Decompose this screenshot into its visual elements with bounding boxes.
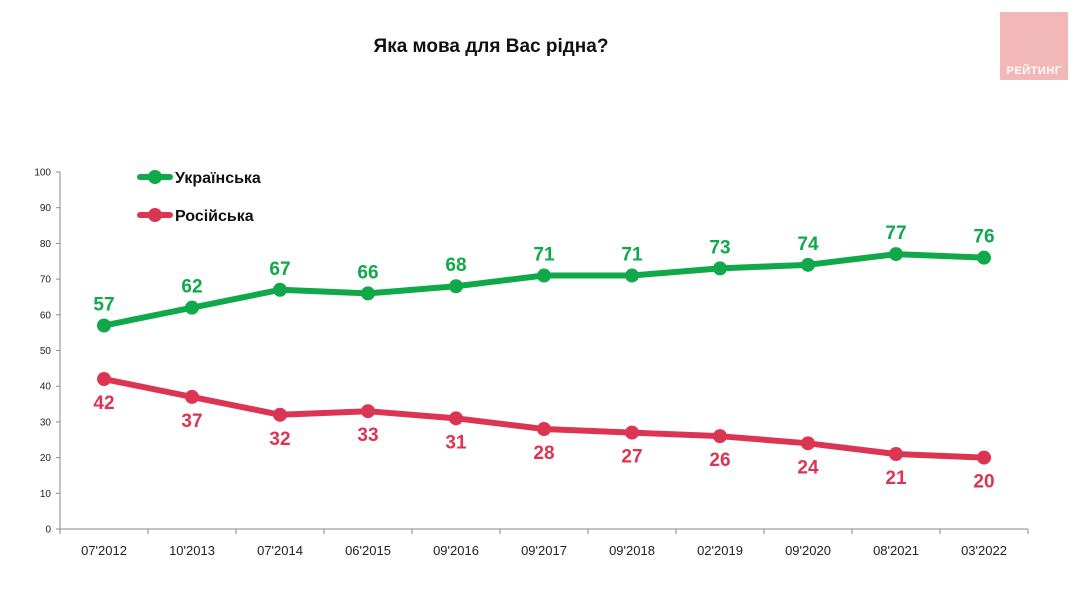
- legend: Українська Російська: [137, 170, 261, 225]
- series-group: 57 62 67 66 68 71 71 73 74 77 76 42 37 32 33 31 28 27 26 24…: [93, 223, 994, 492]
- x-tick-label: 09'2020: [785, 543, 831, 558]
- data-point: [185, 300, 199, 315]
- legend-marker: [148, 208, 162, 222]
- y-tick-label: 10: [40, 489, 52, 500]
- data-label: 74: [797, 234, 819, 255]
- logo-background: [1000, 12, 1068, 80]
- legend-label: Російська: [175, 208, 254, 225]
- x-tick-label: 06'2015: [345, 543, 391, 558]
- data-point: [361, 404, 375, 419]
- data-point: [977, 450, 991, 465]
- data-point: [537, 268, 551, 283]
- data-label: 21: [885, 468, 907, 489]
- x-tick-label: 07'2014: [257, 543, 303, 558]
- data-label: 76: [973, 227, 994, 248]
- data-point: [273, 282, 287, 297]
- data-label: 68: [445, 255, 466, 276]
- legend-marker: [148, 170, 162, 184]
- series-1: 57 62 67 66 68 71 71 73 74 77 76: [93, 223, 995, 333]
- data-label: 27: [621, 447, 642, 468]
- x-tick-label: 09'2017: [521, 543, 567, 558]
- axes: 0 10 20 30 40 50 60 70 80 90 100 07'2012 10'2013 07'2…: [34, 168, 1029, 558]
- y-tick-label: 60: [40, 310, 52, 321]
- y-tick-label: 90: [40, 203, 52, 214]
- data-label: 31: [445, 432, 467, 453]
- data-point: [713, 429, 727, 444]
- data-point: [449, 411, 463, 426]
- y-tick-label: 80: [40, 239, 52, 250]
- data-point: [625, 425, 639, 440]
- data-point: [713, 261, 727, 276]
- series-2: 42 37 32 33 31 28 27 26 24 21 20: [93, 372, 995, 493]
- x-tick-label: 02'2019: [697, 543, 743, 558]
- data-label: 24: [797, 457, 819, 478]
- data-point: [889, 247, 903, 262]
- y-tick-label: 40: [40, 382, 52, 393]
- data-point: [801, 436, 815, 451]
- data-label: 33: [357, 425, 378, 446]
- data-label: 28: [533, 443, 554, 464]
- data-label: 20: [973, 472, 994, 493]
- data-label: 37: [181, 411, 202, 432]
- data-label: 26: [709, 450, 730, 471]
- data-point: [977, 250, 991, 265]
- data-label: 32: [269, 429, 290, 450]
- x-tick-label: 08'2021: [873, 543, 919, 558]
- data-label: 77: [885, 223, 906, 244]
- x-tick-label: 09'2016: [433, 543, 479, 558]
- data-point: [185, 389, 199, 404]
- data-label: 62: [181, 277, 202, 298]
- logo-text: РЕЙТИНГ: [1007, 64, 1062, 77]
- data-point: [625, 268, 639, 283]
- y-tick-label: 50: [40, 346, 52, 357]
- y-tick-label: 20: [40, 453, 52, 464]
- data-label: 42: [93, 393, 114, 414]
- x-tick-label: 07'2012: [81, 543, 127, 558]
- y-tick-label: 100: [34, 168, 51, 179]
- data-point: [801, 257, 815, 272]
- data-label: 73: [709, 237, 730, 258]
- x-tick-label: 03'2022: [961, 543, 1007, 558]
- logo: РЕЙТИНГ: [1000, 12, 1068, 80]
- x-tick-label: 09'2018: [609, 543, 655, 558]
- data-point: [97, 372, 111, 387]
- chart-title: Яка мова для Вас рідна?: [374, 36, 609, 57]
- data-label: 71: [533, 245, 555, 266]
- y-tick-label: 30: [40, 417, 52, 428]
- data-label: 66: [357, 262, 378, 283]
- data-point: [889, 447, 903, 462]
- data-point: [449, 279, 463, 294]
- y-tick-label: 70: [40, 275, 52, 286]
- data-point: [361, 286, 375, 301]
- data-point: [273, 407, 287, 422]
- data-label: 57: [93, 295, 114, 316]
- data-point: [537, 422, 551, 437]
- legend-label: Українська: [175, 170, 261, 187]
- data-label: 67: [269, 259, 290, 280]
- data-point: [97, 318, 111, 333]
- x-tick-label: 10'2013: [169, 543, 215, 558]
- data-label: 71: [621, 245, 643, 266]
- y-tick-label: 0: [45, 525, 51, 536]
